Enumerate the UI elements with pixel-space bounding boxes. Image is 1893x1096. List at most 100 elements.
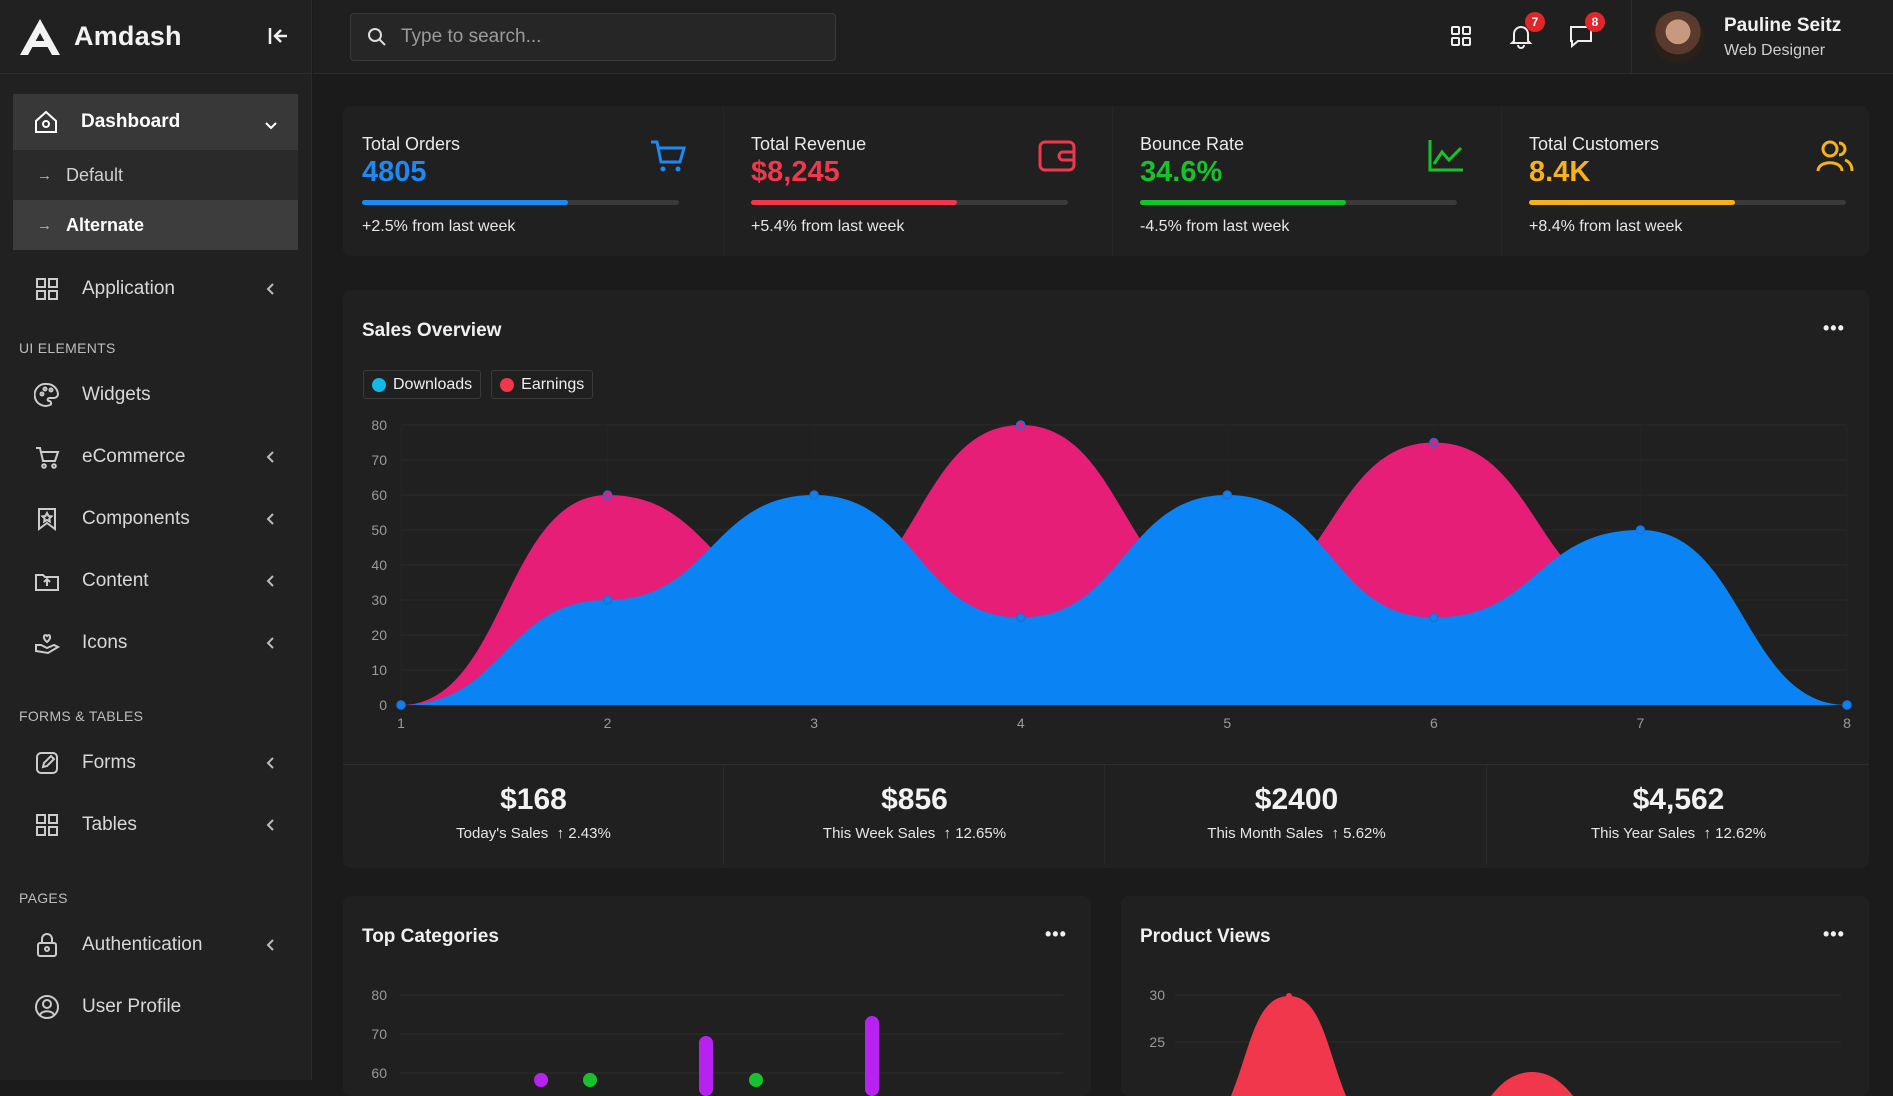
sidebar-item-ecommerce[interactable]: eCommerce	[0, 426, 311, 488]
search-box	[350, 13, 836, 61]
edit-icon	[34, 750, 60, 776]
legend-item-earnings[interactable]: Earnings	[491, 370, 594, 399]
sidebar-item-label: Content	[82, 570, 149, 591]
data-point-downloads	[1635, 525, 1646, 535]
summary-value: $168	[500, 783, 567, 816]
legend-item-downloads[interactable]: Downloads	[363, 370, 482, 399]
stat-value: 4805	[362, 156, 427, 188]
more-options-icon[interactable]: •••	[1823, 924, 1845, 944]
arrow-right-icon: →	[37, 166, 52, 184]
search-input[interactable]	[401, 26, 821, 48]
summary-label: This Year Sales	[1590, 825, 1696, 842]
table-grid-icon	[34, 812, 60, 838]
data-point-downloads	[1015, 612, 1026, 623]
sidebar-item-label: eCommerce	[82, 446, 186, 467]
user-menu[interactable]: Pauline Seitz Web Designer	[1631, 0, 1893, 74]
cart-icon	[651, 140, 686, 172]
summary-change: ↑ 5.62%	[1331, 825, 1386, 842]
home-icon	[33, 109, 59, 135]
wallet-icon	[1038, 140, 1076, 172]
stat-label: Total Customers	[1529, 134, 1660, 154]
legend-label: Earnings	[521, 375, 585, 393]
chevron-left-icon	[266, 575, 274, 587]
sidebar-item-label: Tables	[82, 814, 137, 835]
summary-change: ↑ 12.65%	[943, 825, 1007, 842]
grid-icon	[34, 276, 60, 302]
sidebar-item-forms[interactable]: Forms	[0, 732, 311, 794]
y-tick-label: 25	[1149, 1034, 1165, 1050]
arrow-right-icon: →	[37, 216, 52, 234]
brand: Amdash	[0, 0, 311, 74]
sidebar-item-content[interactable]: Content	[0, 550, 311, 612]
sidebar-item-user-profile[interactable]: User Profile	[0, 976, 311, 1038]
sidebar-subitem-default[interactable]: → Default	[13, 150, 298, 200]
sidebar-subitem-alternate[interactable]: → Alternate	[13, 200, 298, 250]
y-tick-label: 70	[371, 452, 387, 468]
data-point-downloads	[1842, 700, 1852, 710]
lock-icon	[34, 932, 60, 958]
sidebar: Amdash Dashboard → Default → Alternate App…	[0, 0, 312, 1080]
data-point-earnings	[1429, 437, 1439, 448]
summary-value: $2400	[1254, 783, 1339, 816]
sidebar-item-components[interactable]: Components	[0, 488, 311, 550]
chevron-left-icon	[266, 819, 274, 831]
top-categories-title: Top Categories	[362, 926, 499, 947]
category-bar	[699, 1036, 713, 1096]
sidebar-item-icons[interactable]: Icons	[0, 612, 311, 674]
x-tick-label: 4	[1017, 715, 1025, 731]
line-chart-icon	[1428, 140, 1463, 172]
summary-value: $4,562	[1632, 783, 1725, 816]
y-tick-label: 80	[371, 417, 387, 433]
stat-total-revenue: Total Revenue $8,245 +5.4% from last wee…	[732, 106, 1113, 256]
x-tick-label: 6	[1430, 715, 1438, 731]
chevron-left-icon	[266, 283, 274, 295]
legend-dot	[500, 377, 515, 392]
collapse-sidebar-icon[interactable]	[264, 22, 292, 50]
chevron-left-icon	[266, 513, 274, 525]
sidebar-item-application[interactable]: Application	[0, 258, 311, 320]
notifications-button[interactable]: 7	[1505, 12, 1545, 52]
sales-overview-chart: 0 10 20 30 40 50 60 70 80 1 2 3 4 5 6 7 8	[371, 417, 1852, 731]
amdash-logo-icon	[20, 18, 60, 55]
category-point	[583, 1073, 597, 1087]
data-point-earnings	[1015, 420, 1026, 430]
sidebar-item-widgets[interactable]: Widgets	[0, 364, 311, 426]
y-tick-label: 80	[371, 987, 387, 1003]
sidebar-item-authentication[interactable]: Authentication	[0, 914, 311, 976]
data-point-downloads	[1222, 490, 1233, 500]
sales-overview-title: Sales Overview	[362, 320, 502, 341]
summary-week: $856 This Week Sales ↑ 12.65%	[724, 765, 1105, 865]
apps-grid-icon	[1451, 26, 1471, 46]
more-options-icon[interactable]: •••	[1045, 924, 1067, 944]
sidebar-item-dashboard[interactable]: Dashboard	[13, 94, 298, 150]
hand-heart-icon	[34, 630, 60, 656]
user-name: Pauline Seitz	[1724, 14, 1842, 36]
x-tick-label: 7	[1637, 715, 1645, 731]
progress-bar	[1140, 200, 1457, 205]
apps-grid-button[interactable]	[1445, 20, 1477, 52]
top-categories-card: 80 70 60 Top Categories •••	[343, 896, 1091, 1096]
x-tick-label: 3	[810, 715, 818, 731]
sidebar-item-label: Forms	[82, 752, 136, 773]
sidebar-subitem-label: Alternate	[66, 214, 145, 235]
summary-year: $4,562 This Year Sales ↑ 12.62%	[1488, 765, 1869, 865]
views-point	[1286, 993, 1292, 999]
data-point-downloads	[602, 595, 613, 605]
y-tick-label: 40	[371, 557, 387, 573]
progress-fill	[751, 200, 958, 205]
messages-button[interactable]: 8	[1565, 12, 1605, 52]
section-label-forms-tables: FORMS & TABLES	[19, 708, 144, 724]
summary-label: Today's Sales	[456, 825, 549, 842]
section-label-ui-elements: UI ELEMENTS	[19, 340, 116, 356]
progress-fill	[1140, 200, 1347, 205]
sidebar-item-tables[interactable]: Tables	[0, 794, 311, 856]
data-point-downloads	[809, 490, 819, 500]
users-icon	[1816, 140, 1854, 172]
notifications-badge: 7	[1525, 12, 1545, 32]
more-options-icon[interactable]: •••	[1823, 318, 1845, 338]
y-tick-label: 70	[371, 1026, 387, 1042]
summary-change: ↑ 12.62%	[1703, 825, 1767, 842]
brand-name: Amdash	[74, 21, 182, 51]
stat-label: Total Orders	[362, 134, 461, 154]
y-tick-label: 20	[371, 627, 387, 643]
